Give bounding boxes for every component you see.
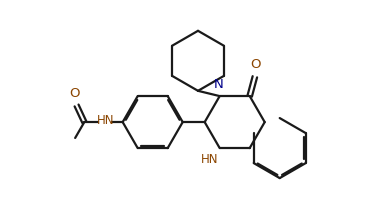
Text: HN: HN: [96, 114, 114, 127]
Text: O: O: [70, 87, 80, 100]
Text: O: O: [250, 58, 261, 71]
Text: N: N: [214, 78, 224, 91]
Text: HN: HN: [201, 153, 219, 166]
